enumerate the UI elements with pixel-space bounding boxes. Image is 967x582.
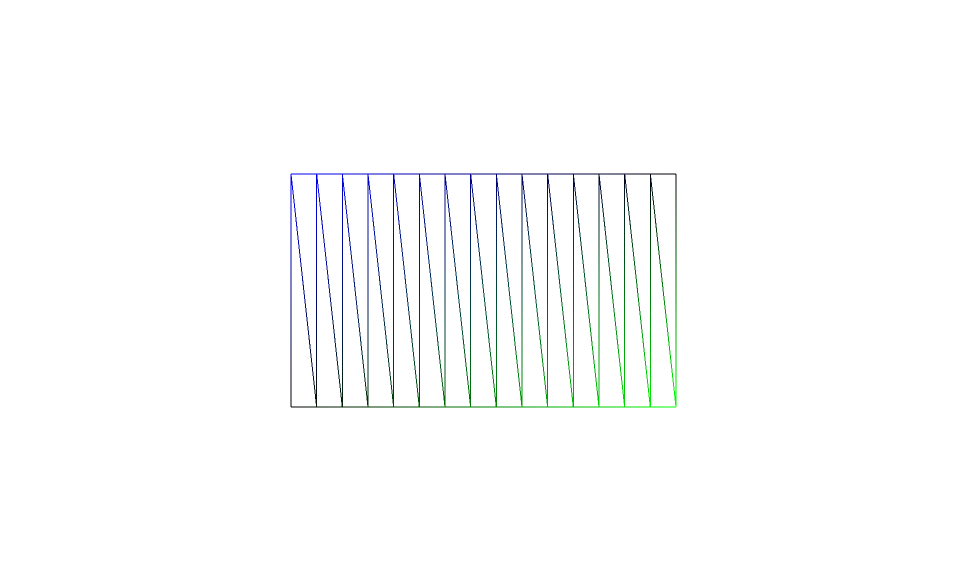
diagonal-edge [572,173,600,408]
diagonal-edge [495,173,523,408]
diagonal-edge [624,173,651,408]
diagonal-edge [418,173,446,408]
diagonal-edge [649,173,677,408]
diagonal-edge [393,173,420,408]
diagonal-edge [521,173,549,408]
diagonal-edge [341,173,369,408]
diagonal-edge [290,173,318,408]
diagonal-edge [444,173,472,408]
diagonal-edge [547,173,574,408]
diagonal-edge [316,173,343,408]
diagonal-edge [470,173,497,408]
diagonal-edge [598,173,626,408]
diagonal-edge [367,173,395,408]
mesh-lines [290,173,677,408]
